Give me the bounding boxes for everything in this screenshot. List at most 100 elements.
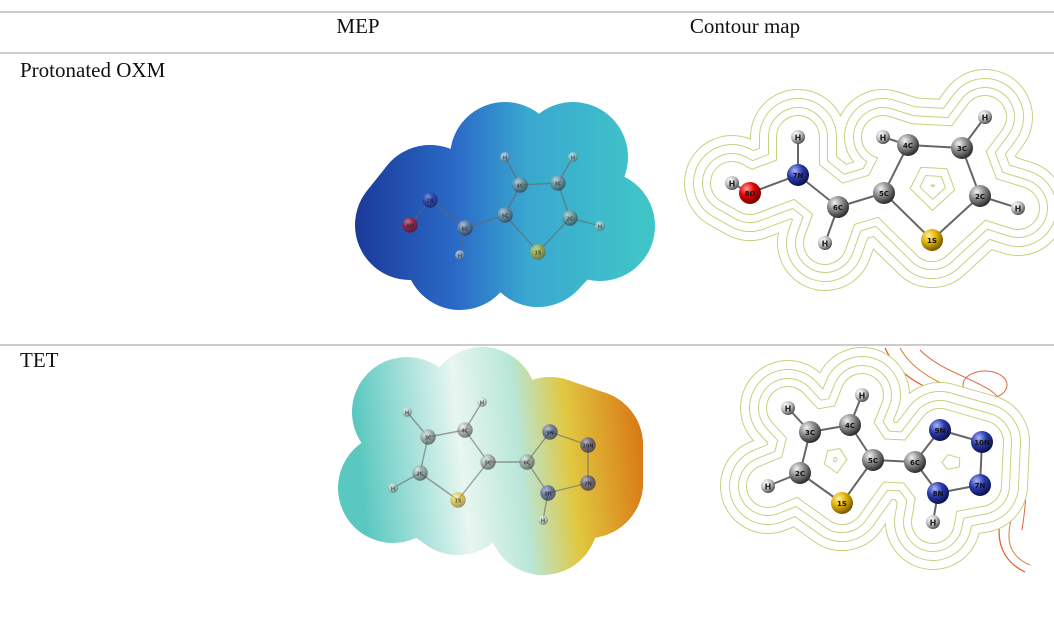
atom [595,221,605,231]
atom-label: 5C [502,214,509,220]
atom-label: 8O [745,190,756,198]
atom-label: 7N [975,482,986,490]
atom [921,229,943,251]
atom-label: 2C [975,193,985,201]
atom [969,474,991,496]
bond [419,472,459,501]
atom-label: 4C [462,429,469,435]
atom [791,130,805,144]
atom [542,424,558,440]
atom-label: H [930,519,937,528]
atom [789,462,811,484]
atom-label: H [859,392,866,401]
atom-label: 5C [879,190,889,198]
atom-label: 7N [584,482,592,488]
atom [971,431,993,453]
atom-label: H [785,405,792,414]
atom-label: 9N [546,431,554,437]
atom [519,454,535,470]
atom-label: 3C [555,182,562,188]
atom-label: 10N [974,439,990,447]
atom-label: H [982,114,989,123]
atom-label: 5C [868,457,878,465]
atom-label: 8N [544,492,552,498]
atom-label: 4C [517,184,524,190]
atom [799,421,821,443]
atom [818,236,832,250]
atom-label: H [822,240,829,249]
atom-label: 1S [535,251,542,257]
atom-label: 8N [933,490,944,498]
atom-label: 4C [903,142,913,150]
atom [839,414,861,436]
atom [538,515,548,525]
atom [512,177,528,193]
atom [530,244,546,260]
atom-label: 6C [524,461,531,467]
column-header: Contour map [690,14,800,38]
atom [568,152,578,162]
atom-label: H [1015,205,1022,214]
atom-label: 3C [957,145,967,153]
atom [477,397,487,407]
atom-label: 7N [793,172,804,180]
atom-label: H [765,483,772,492]
atom-label: 6C [833,204,843,212]
atom-label: 5C [485,461,492,467]
atom-label: H [541,519,546,525]
atom [402,407,412,417]
atom-label: H [880,134,887,143]
atom [876,130,890,144]
atom [497,207,513,223]
atom [420,429,436,445]
atom [580,475,596,491]
atom [450,492,466,508]
atom [787,164,809,186]
contour-image: H 8O H 7N 6C H 5C 4C H 3C H 2C H 1S [684,69,1054,291]
atom-label: 3C [425,436,432,442]
atom [951,137,973,159]
atom [388,483,398,493]
atom [739,182,761,204]
atom [827,196,849,218]
atom [929,419,951,441]
bond [504,214,539,253]
atom-label: 3C [805,429,815,437]
atom-label: 10N [583,444,594,450]
atom-label: H [729,180,736,189]
atom [412,465,428,481]
atom [927,482,949,504]
atom [580,437,596,453]
atom [873,182,895,204]
atom-label: 2C [795,470,805,478]
atom [422,192,438,208]
atom-label: 6C [462,227,469,233]
atom [540,485,556,501]
atom [926,515,940,529]
atom [457,422,473,438]
atom [862,449,884,471]
atom-label: H [480,401,485,407]
atom-label: 1S [837,500,847,508]
atom [781,401,795,415]
atom [562,210,578,226]
bond [883,192,933,241]
atom-label: 6C [910,459,920,467]
bond [537,217,571,253]
mep-image: H H 3C 4C 2C H 1S 5C 6C 9N 10N 7N 8N H [338,347,643,575]
atom-label: 1S [927,237,937,245]
contour-image: 3C H 4C H 2C H 1S 5C 6C 9N 10N 7N 8N H [720,347,1031,573]
atom [1011,201,1025,215]
row-label: Protonated OXM [20,58,166,82]
atom-label: 2C [417,472,424,478]
atom [457,220,473,236]
atom [969,185,991,207]
atom-label: H [391,487,396,493]
atom [855,388,869,402]
atom [904,451,926,473]
atom [455,250,465,260]
atom-label: 2C [567,217,574,223]
atom [831,492,853,514]
atom-label: H [503,156,508,162]
